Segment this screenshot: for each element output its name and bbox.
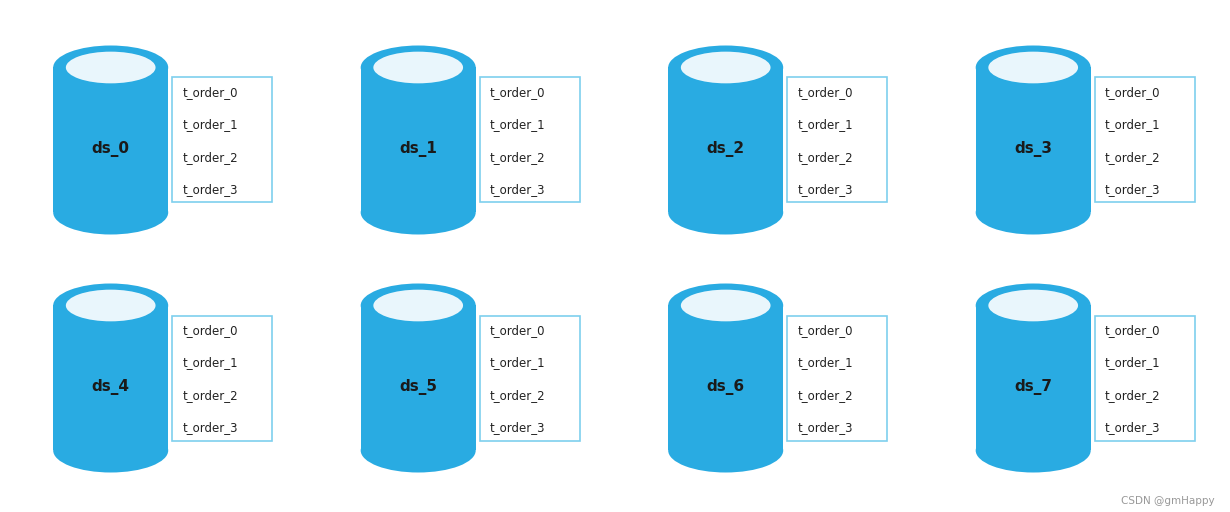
Ellipse shape [975, 284, 1091, 328]
Bar [787, 77, 887, 203]
Ellipse shape [53, 46, 169, 90]
Bar [668, 306, 784, 451]
Text: t_order_0: t_order_0 [490, 86, 545, 99]
Text: t_order_0: t_order_0 [797, 324, 852, 337]
Bar [360, 306, 476, 451]
Ellipse shape [975, 190, 1091, 234]
Text: t_order_2: t_order_2 [490, 151, 545, 164]
Text: t_order_3: t_order_3 [182, 421, 237, 435]
Text: t_order_2: t_order_2 [182, 389, 237, 402]
Text: CSDN @gmHappy: CSDN @gmHappy [1122, 496, 1215, 506]
Bar [1095, 315, 1194, 440]
Ellipse shape [374, 52, 462, 83]
Ellipse shape [681, 290, 770, 322]
Text: t_order_2: t_order_2 [797, 151, 852, 164]
Ellipse shape [989, 52, 1077, 83]
Text: t_order_3: t_order_3 [797, 183, 852, 197]
Text: t_order_1: t_order_1 [182, 118, 237, 132]
Bar [172, 315, 272, 440]
Ellipse shape [668, 46, 784, 90]
Ellipse shape [360, 190, 476, 234]
Ellipse shape [975, 46, 1091, 90]
Text: t_order_3: t_order_3 [182, 183, 237, 197]
Text: ds_4: ds_4 [92, 379, 129, 395]
Ellipse shape [53, 429, 169, 473]
Text: ds_1: ds_1 [400, 141, 437, 157]
Ellipse shape [989, 290, 1077, 322]
Text: t_order_3: t_order_3 [490, 421, 545, 435]
Ellipse shape [668, 284, 784, 328]
Bar [1095, 77, 1194, 203]
Text: t_order_1: t_order_1 [490, 118, 545, 132]
Ellipse shape [374, 290, 462, 322]
Text: t_order_1: t_order_1 [1105, 356, 1160, 370]
Ellipse shape [360, 429, 476, 473]
Text: t_order_2: t_order_2 [490, 389, 545, 402]
Ellipse shape [66, 290, 155, 322]
Ellipse shape [668, 429, 784, 473]
Text: t_order_3: t_order_3 [1105, 183, 1160, 197]
Text: ds_5: ds_5 [400, 379, 437, 395]
Text: ds_3: ds_3 [1015, 141, 1052, 157]
Bar [668, 68, 784, 212]
Bar [975, 306, 1091, 451]
Text: ds_7: ds_7 [1015, 379, 1052, 395]
Text: t_order_0: t_order_0 [182, 86, 237, 99]
Text: t_order_0: t_order_0 [1105, 86, 1160, 99]
Ellipse shape [681, 52, 770, 83]
Text: ds_6: ds_6 [707, 379, 744, 395]
Bar [787, 315, 887, 440]
Text: t_order_2: t_order_2 [1105, 389, 1160, 402]
Text: ds_0: ds_0 [92, 141, 129, 157]
Text: t_order_2: t_order_2 [1105, 151, 1160, 164]
Bar [53, 68, 169, 212]
Bar [480, 77, 579, 203]
Bar [172, 77, 272, 203]
Text: t_order_3: t_order_3 [1105, 421, 1160, 435]
Text: t_order_0: t_order_0 [490, 324, 545, 337]
Ellipse shape [360, 284, 476, 328]
Ellipse shape [53, 190, 169, 234]
Bar [53, 306, 169, 451]
Text: t_order_0: t_order_0 [1105, 324, 1160, 337]
Ellipse shape [66, 52, 155, 83]
Ellipse shape [360, 46, 476, 90]
Ellipse shape [668, 190, 784, 234]
Text: t_order_1: t_order_1 [1105, 118, 1160, 132]
Text: ds_2: ds_2 [707, 141, 744, 157]
Text: t_order_1: t_order_1 [490, 356, 545, 370]
Text: t_order_3: t_order_3 [797, 421, 852, 435]
Bar [975, 68, 1091, 212]
Ellipse shape [975, 429, 1091, 473]
Text: t_order_2: t_order_2 [797, 389, 852, 402]
Text: t_order_0: t_order_0 [797, 86, 852, 99]
Text: t_order_1: t_order_1 [797, 118, 852, 132]
Text: t_order_2: t_order_2 [182, 151, 237, 164]
Text: t_order_3: t_order_3 [490, 183, 545, 197]
Bar [480, 315, 579, 440]
Text: t_order_1: t_order_1 [182, 356, 237, 370]
Text: t_order_0: t_order_0 [182, 324, 237, 337]
Ellipse shape [53, 284, 169, 328]
Bar [360, 68, 476, 212]
Text: t_order_1: t_order_1 [797, 356, 852, 370]
